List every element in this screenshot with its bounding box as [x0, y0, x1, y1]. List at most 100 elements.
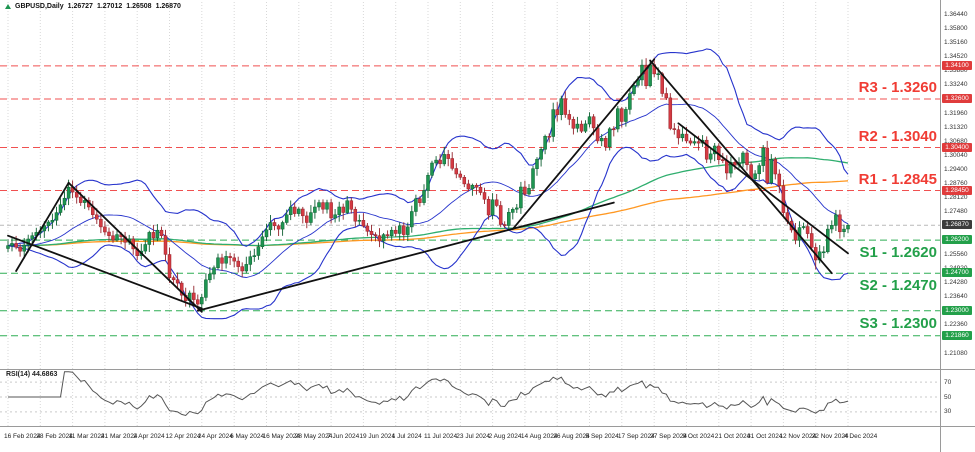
candle [583, 120, 588, 133]
candle-body [397, 225, 402, 234]
trendline[interactable] [511, 58, 656, 231]
candle [822, 246, 826, 258]
candle-body [82, 200, 87, 203]
candle [664, 87, 669, 100]
trendline[interactable] [196, 201, 615, 312]
candle [563, 91, 568, 118]
candle-body [563, 98, 568, 115]
price-axis-label: 1.35160 [944, 39, 968, 47]
candle-body [628, 93, 632, 110]
candle [58, 198, 63, 216]
candle [309, 205, 313, 226]
candle [135, 243, 139, 261]
date-axis-label: 16 May 2024 [262, 433, 301, 440]
resistance-label[interactable]: R3 - 1.3260 [858, 79, 937, 96]
candle-body [482, 192, 487, 200]
candle [389, 226, 394, 241]
candle-body [369, 231, 374, 235]
candle [147, 230, 152, 252]
candle [672, 123, 677, 135]
date-axis-label: 16 Feb 2024 [4, 433, 41, 440]
support-price-badge: 1.21860 [942, 330, 972, 340]
date-axis-label: 28 May 2024 [294, 433, 333, 440]
candle-body [664, 93, 669, 99]
candle [107, 227, 111, 243]
date-axis-label: 21 Oct 2024 [714, 433, 751, 440]
candle-body [543, 136, 547, 150]
candle-body [704, 139, 709, 160]
candle [418, 196, 422, 207]
candle-body [753, 173, 757, 179]
support-label[interactable]: S2 - 1.2470 [859, 277, 937, 295]
candle [842, 224, 846, 238]
candle [430, 160, 434, 178]
price-axis-label: 1.27480 [944, 208, 968, 216]
candle [761, 145, 765, 172]
candle-body [777, 173, 782, 186]
date-axis-label: 12 Nov 2024 [779, 433, 817, 440]
candle-body [826, 228, 830, 253]
resistance-price-badge: 1.28450 [942, 185, 972, 195]
trendline[interactable] [677, 122, 849, 255]
candle [70, 180, 75, 199]
candle-body [446, 154, 450, 159]
date-axis-label: 4 Dec 2024 [844, 433, 878, 440]
trendline[interactable] [15, 181, 70, 272]
candle-body [74, 191, 79, 198]
trendline[interactable] [7, 234, 203, 310]
resistance-label[interactable]: R2 - 1.3040 [858, 127, 937, 145]
price-axis-label: 1.23640 [944, 293, 968, 301]
candle-body [725, 160, 729, 174]
candle-body [502, 224, 507, 226]
resistance-label[interactable]: R1 - 1.2845 [858, 170, 937, 188]
candle [470, 183, 475, 196]
candle [502, 221, 507, 229]
candle [305, 211, 309, 229]
date-axis[interactable]: 16 Feb 2024 28 Feb 2024 11 Mar 2024 21 Mar … [0, 427, 940, 452]
candle-body [204, 279, 208, 298]
candle-body [846, 225, 850, 230]
rsi-axis-label: 50 [944, 393, 952, 401]
candle-body [672, 128, 677, 130]
candle-body [292, 206, 297, 214]
candle-body [107, 231, 111, 236]
candle-body [66, 186, 71, 199]
candle [745, 149, 749, 171]
candle-body [95, 214, 99, 220]
candle [329, 198, 333, 224]
date-axis-label: 2 Aug 2024 [488, 433, 522, 440]
candle [220, 253, 224, 271]
candle-body [244, 264, 249, 272]
candle [458, 170, 463, 180]
candle [801, 222, 806, 230]
candle [208, 267, 212, 283]
date-axis-label: 9 Oct 2024 [682, 433, 715, 440]
candle-body [842, 228, 846, 232]
candle-body [349, 200, 354, 210]
candle-body [721, 159, 725, 161]
support-label[interactable]: S1 - 1.2620 [859, 244, 937, 262]
candle [6, 239, 10, 253]
candle [357, 214, 362, 226]
date-axis-label: 26 Aug 2024 [553, 433, 590, 440]
candle-body [325, 202, 329, 210]
trendline[interactable] [67, 181, 203, 313]
price-axis[interactable]: 1.36440 1.35800 1.35160 1.34520 1.33880 1.332… [941, 0, 975, 452]
price-axis-label: 1.35800 [944, 24, 968, 32]
candle-body [648, 64, 652, 87]
candle-body [494, 199, 499, 206]
candle-body [236, 260, 240, 267]
candle-body [462, 177, 467, 185]
candle [297, 207, 301, 217]
candle-body [22, 244, 26, 252]
support-label[interactable]: S3 - 1.2300 [859, 314, 937, 332]
candle-body [365, 225, 370, 232]
quote-low-value: 1.26508 [126, 3, 152, 10]
trendline[interactable] [649, 59, 833, 275]
date-axis-label: 27 Sep 2024 [650, 433, 688, 440]
candle [317, 199, 321, 211]
candle-body [46, 221, 51, 226]
date-axis-label: 28 Feb 2024 [36, 433, 73, 440]
candle-body [822, 251, 826, 254]
